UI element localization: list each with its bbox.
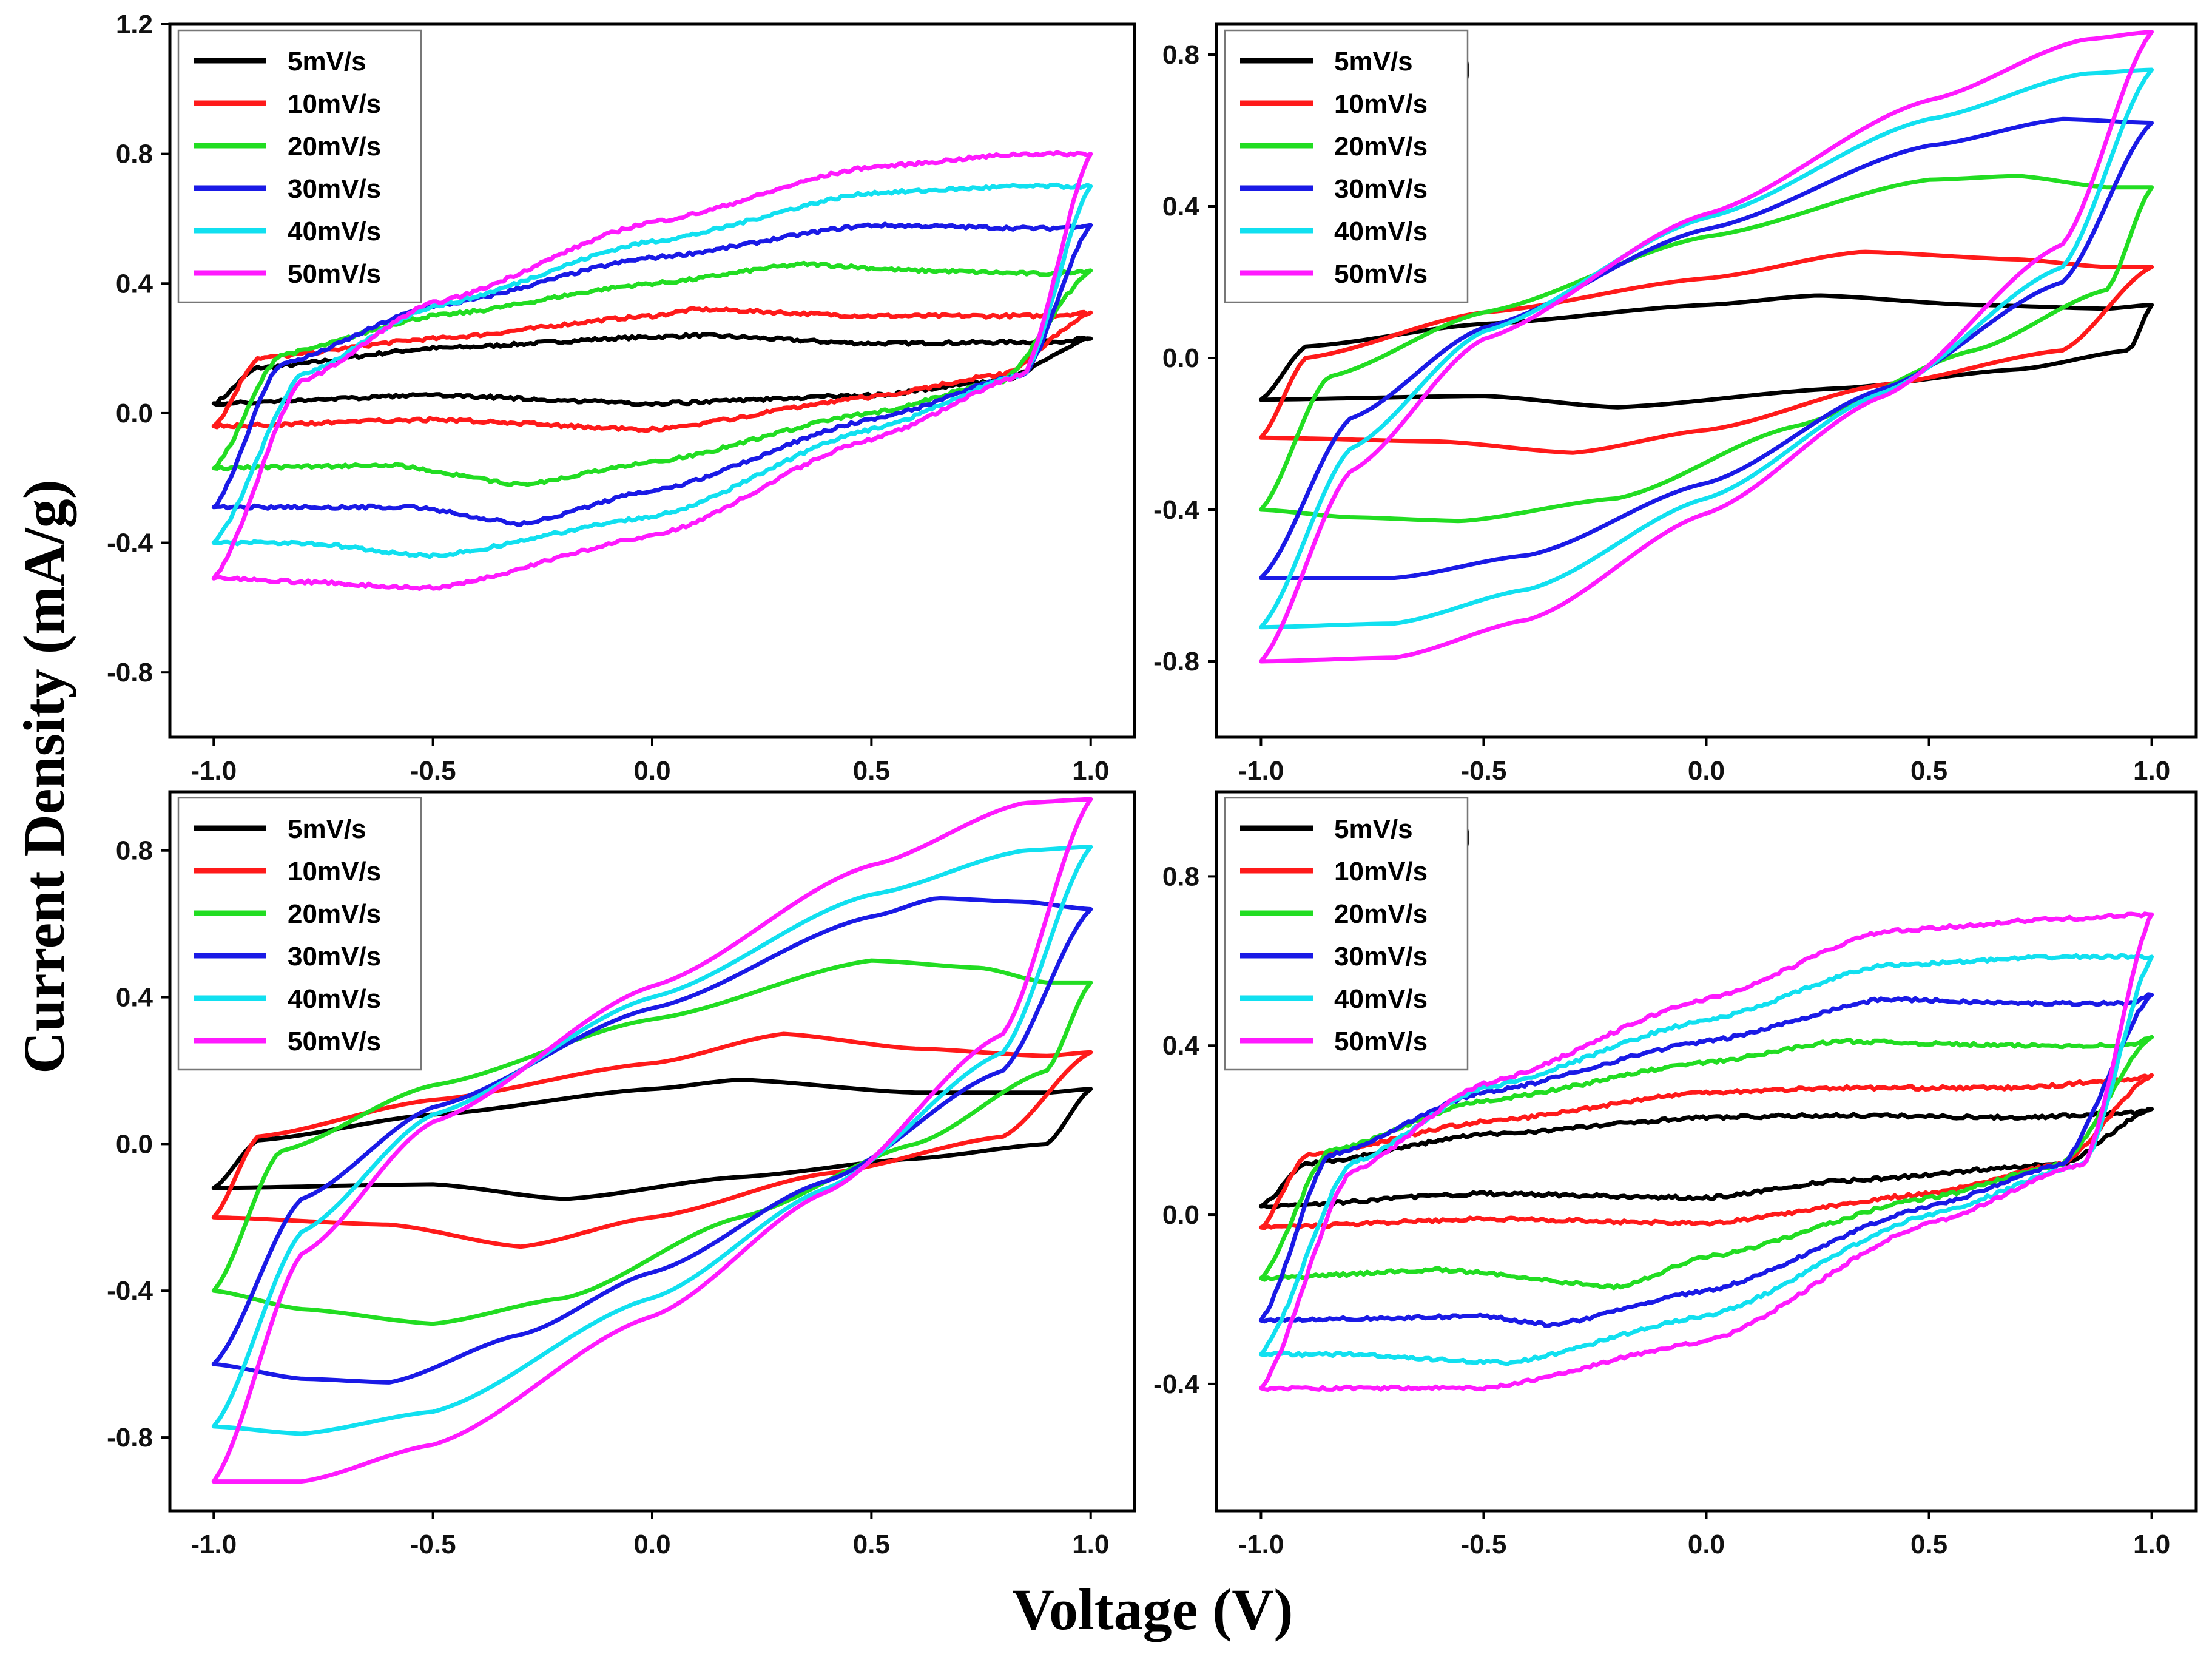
x-tick-label: 0.5 xyxy=(1910,756,1947,786)
legend-label: 5mV/s xyxy=(1334,47,1413,76)
curve-40mV-s xyxy=(1258,67,2154,630)
legend-label: 40mV/s xyxy=(288,984,381,1014)
curve-20mV-s xyxy=(1258,1035,2154,1291)
legend xyxy=(1224,29,1469,303)
x-tick-label: -1.0 xyxy=(191,756,237,786)
y-tick-label: 0.4 xyxy=(116,269,153,299)
legend-label: 20mV/s xyxy=(1334,132,1428,161)
y-tick-label: 0.8 xyxy=(1162,862,1199,891)
x-tick-label: 1.0 xyxy=(2133,756,2170,786)
y-tick-label: 0.4 xyxy=(116,983,153,1013)
panel-0: -1.0-0.50.00.51.01.20.80.40.0-0.4-0.8(a)… xyxy=(107,10,1136,786)
legend-label: 30mV/s xyxy=(1334,942,1428,971)
x-tick-label: -1.0 xyxy=(191,1530,237,1559)
curve-5mV-s xyxy=(1258,293,2154,410)
legend-label: 40mV/s xyxy=(1334,217,1428,246)
curve-5mV-s xyxy=(211,332,1093,407)
x-tick-label: 1.0 xyxy=(2133,1530,2170,1559)
legend-label: 50mV/s xyxy=(1334,259,1428,289)
legend-label: 5mV/s xyxy=(1334,814,1413,844)
y-tick-label: -0.8 xyxy=(107,1423,153,1453)
y-tick-label: -0.4 xyxy=(1153,495,1199,525)
legend xyxy=(177,29,422,303)
x-tick-label: -1.0 xyxy=(1238,1530,1284,1559)
legend-label: 10mV/s xyxy=(288,89,381,119)
y-tick-label: 0.8 xyxy=(116,836,153,866)
legend-label: 10mV/s xyxy=(288,857,381,886)
panels: -1.0-0.50.00.51.01.20.80.40.0-0.4-0.8(a)… xyxy=(107,10,2198,1559)
legend-label: 50mV/s xyxy=(288,259,381,289)
legend-label: 40mV/s xyxy=(288,217,381,246)
x-tick-label: 0.5 xyxy=(853,1530,890,1559)
y-tick-label: 1.2 xyxy=(116,10,153,39)
legend-label: 50mV/s xyxy=(1334,1027,1428,1056)
curve-10mV-s xyxy=(211,1031,1093,1249)
x-tick-label: 0.0 xyxy=(633,1530,670,1559)
panel-1: -1.0-0.50.00.51.00.80.40.0-0.4-0.8(b)5mV… xyxy=(1153,22,2198,786)
curve-30mV-s xyxy=(1258,992,2154,1328)
y-tick-label: 0.4 xyxy=(1162,1031,1200,1061)
legend-label: 10mV/s xyxy=(1334,857,1428,886)
x-tick-label: -0.5 xyxy=(1461,1530,1507,1559)
curve-20mV-s xyxy=(211,260,1093,487)
x-tick-label: 0.0 xyxy=(633,756,670,786)
legend-label: 30mV/s xyxy=(1334,174,1428,204)
y-tick-label: 0.8 xyxy=(116,140,153,169)
curve-20mV-s xyxy=(211,958,1093,1326)
curve-50mV-s xyxy=(211,797,1093,1484)
curve-20mV-s xyxy=(1258,174,2154,524)
curve-50mV-s xyxy=(1258,911,2154,1392)
y-tick-label: 0.0 xyxy=(1162,343,1199,373)
panel-2: -1.0-0.50.00.51.00.80.40.0-0.4-0.8(c)5mV… xyxy=(107,790,1136,1559)
x-axis-title: Voltage (V) xyxy=(1012,1577,1293,1642)
legend-label: 20mV/s xyxy=(288,899,381,929)
x-tick-label: 1.0 xyxy=(1072,756,1109,786)
legend-label: 20mV/s xyxy=(1334,899,1428,929)
curve-40mV-s xyxy=(1258,953,2154,1366)
legend-label: 20mV/s xyxy=(288,132,381,161)
curve-50mV-s xyxy=(211,150,1093,591)
legend-label: 5mV/s xyxy=(288,814,366,844)
x-tick-label: 0.5 xyxy=(853,756,890,786)
legend xyxy=(1224,797,1469,1071)
y-tick-label: -0.4 xyxy=(107,1276,153,1306)
y-axis-title: Current Density (mA/g) xyxy=(12,479,76,1073)
legend-label: 5mV/s xyxy=(288,47,366,76)
y-tick-label: -0.8 xyxy=(1153,647,1199,677)
x-tick-label: -0.5 xyxy=(410,756,456,786)
curve-30mV-s xyxy=(211,221,1093,527)
y-tick-label: -0.8 xyxy=(107,658,153,687)
curve-5mV-s xyxy=(1258,1107,2154,1209)
curve-10mV-s xyxy=(211,306,1093,433)
x-tick-label: 0.0 xyxy=(1688,756,1725,786)
legend xyxy=(177,797,422,1071)
x-tick-label: 0.0 xyxy=(1688,1530,1725,1559)
x-tick-label: 0.5 xyxy=(1910,1530,1947,1559)
x-tick-label: -1.0 xyxy=(1238,756,1284,786)
curve-40mV-s xyxy=(211,182,1093,559)
y-tick-label: 0.8 xyxy=(1162,40,1199,70)
y-tick-label: 0.4 xyxy=(1162,192,1200,221)
y-tick-label: 0.0 xyxy=(116,399,153,428)
legend-label: 40mV/s xyxy=(1334,984,1428,1014)
legend-label: 50mV/s xyxy=(288,1027,381,1056)
x-tick-label: -0.5 xyxy=(410,1530,456,1559)
y-tick-label: 0.0 xyxy=(1162,1200,1199,1230)
legend-label: 30mV/s xyxy=(288,942,381,971)
x-tick-label: -0.5 xyxy=(1461,756,1507,786)
legend-label: 30mV/s xyxy=(288,174,381,204)
y-tick-label: -0.4 xyxy=(107,528,153,558)
x-tick-label: 1.0 xyxy=(1072,1530,1109,1559)
y-tick-label: -0.4 xyxy=(1153,1369,1199,1399)
curve-10mV-s xyxy=(1258,1073,2154,1230)
legend-label: 10mV/s xyxy=(1334,89,1428,119)
panel-3: -1.0-0.50.00.51.00.80.40.0-0.4(d)5mV/s10… xyxy=(1153,790,2198,1559)
curve-5mV-s xyxy=(211,1078,1093,1201)
y-tick-label: 0.0 xyxy=(116,1129,153,1159)
curve-50mV-s xyxy=(1258,30,2154,664)
